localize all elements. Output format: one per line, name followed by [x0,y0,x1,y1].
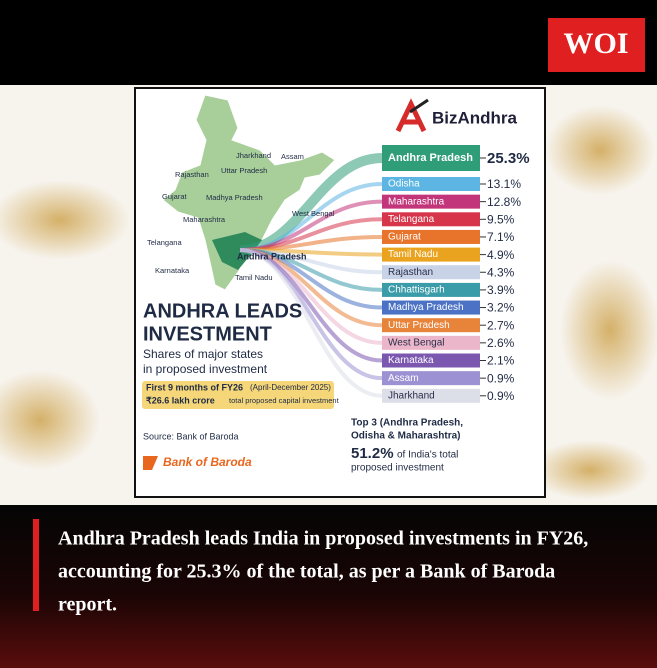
gold-splash [545,105,655,195]
state-share: 25.3% [487,150,530,167]
state-share: 4.3% [487,265,515,279]
state-name: Karnataka [388,355,434,366]
state-share: 13.1% [487,177,521,191]
state-name: Uttar Pradesh [388,320,450,331]
map-label: Uttar Pradesh [221,166,267,175]
state-box [382,335,480,350]
flow [239,248,383,398]
state-name: West Bengal [388,337,445,348]
map-label: Assam [281,152,304,161]
period: First 9 months of FY26 [146,382,243,392]
state-name: Tamil Nadu [388,249,438,260]
state-box [382,145,480,171]
state-name: Rajasthan [388,267,433,278]
gold-splash [560,260,657,400]
state-name: Maharashtra [388,196,445,207]
logo-box [548,18,645,72]
state-name: Jharkhand [388,390,435,401]
andhra-region [212,232,262,270]
amount-note: total proposed capital investment [229,396,340,405]
map-label: Maharashtra [183,215,226,224]
state-box [382,247,480,262]
state-box [382,177,480,191]
subtitle: Shares of major states [143,347,263,361]
state-share: 2.6% [487,336,515,350]
state-share: 9.5% [487,212,515,226]
state-name: Chhattisgarh [388,285,445,296]
state-share: 0.9% [487,389,515,403]
state-share: 3.2% [487,301,515,315]
map-label: Gujarat [162,192,188,201]
source: Source: Bank of Baroda [143,431,239,441]
brand: BizAndhra [432,108,518,127]
state-box [382,353,480,368]
state-share: 3.9% [487,283,515,297]
title: ANDHRA LEADS [143,300,302,322]
logo: WOI [563,27,628,60]
state-box [382,282,480,297]
gold-splash [530,440,650,500]
state-name: Assam [388,373,419,384]
caption-line: accounting for 25.3% of the total, as pe… [58,561,555,583]
top3: Top 3 (Andhra Pradesh, [351,418,463,429]
state-box [382,212,480,227]
map-label: Jharkhand [236,151,271,160]
state-box [382,229,480,244]
caption-bg [0,505,657,668]
state-name: Odisha [388,179,420,190]
state-box [382,300,480,315]
map-label: Andhra Pradesh [237,251,307,261]
state-box [382,371,480,386]
top3-note: of India's total [397,450,458,461]
gold-splash [0,370,100,470]
top3: Odisha & Maharashtra) [351,431,460,442]
state-name: Telangana [388,214,435,225]
state-share: 2.1% [487,354,515,368]
state-share: 0.9% [487,371,515,385]
state-name: Gujarat [388,232,421,243]
state-box [382,194,480,209]
top3-note: proposed investment [351,463,444,474]
period-range: (April-December 2025) [250,383,331,392]
state-name: Andhra Pradesh [388,152,473,164]
map-label: Karnataka [155,266,190,275]
state-share: 12.8% [487,195,521,209]
map-label: Rajasthan [175,170,209,179]
state-share: 2.7% [487,318,515,332]
brand-mark [409,98,429,114]
caption-line: report. [58,594,117,616]
flows [239,153,383,398]
caption-accent [33,519,39,611]
top-band [0,0,657,85]
state-box [382,318,480,333]
bank-mark [143,456,158,470]
map-label: Tamil Nadu [235,273,273,282]
map-label: Telangana [147,238,182,247]
state-box [382,388,480,403]
title: INVESTMENT [143,323,272,345]
bank-logo: Bank of Baroda [163,455,252,469]
subtitle: in proposed investment [143,362,268,376]
top3-share: 51.2% [351,445,394,462]
map-label: West Bengal [292,209,335,218]
caption-line: Andhra Pradesh leads India in proposed i… [58,528,588,550]
state-share: 4.9% [487,248,515,262]
amount: ₹26.6 lakh crore [146,395,215,405]
highlight [142,381,334,409]
brand-mark [395,98,427,133]
gold-splash [0,180,130,260]
state-share: 7.1% [487,230,515,244]
map-label: Madhya Pradesh [206,193,263,202]
state-name: Madhya Pradesh [388,302,464,313]
state-box [382,265,480,280]
